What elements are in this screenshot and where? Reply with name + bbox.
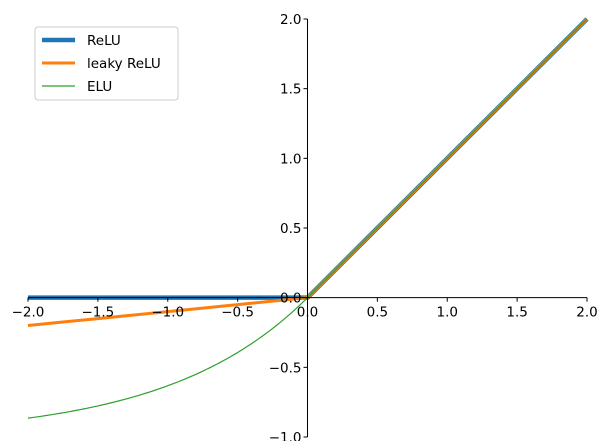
legend-label: ELU <box>87 79 112 95</box>
legend-box <box>34 26 179 101</box>
y-tick-label: 1.0 <box>280 151 301 167</box>
axis-ticks: −2.0 −1.5 −1.0 −0.5 0.0 0.5 1.0 1.5 2.0 −1.0 −0.5 0… <box>12 12 598 441</box>
x-tick-label: 2.0 <box>576 305 597 321</box>
y-tick-label: 2.0 <box>280 12 301 28</box>
x-tick-label: 1.0 <box>437 305 458 321</box>
x-tick-label: 0.0 <box>297 305 318 321</box>
legend: ReLU leaky ReLU ELU <box>34 26 179 101</box>
x-tick-label: 0.5 <box>367 305 388 321</box>
x-tick-label: −0.5 <box>221 305 254 321</box>
y-tick-label: 0.0 <box>280 291 301 307</box>
y-tick-label: −1.0 <box>269 430 302 441</box>
y-tick-label: 0.5 <box>280 221 301 237</box>
legend-label: ReLU <box>87 33 121 49</box>
x-tick-label: −1.5 <box>81 305 114 321</box>
y-tick-label: −0.5 <box>269 360 302 376</box>
legend-label: leaky ReLU <box>87 56 161 72</box>
x-tick-label: 1.5 <box>506 305 527 321</box>
y-tick-label: 1.5 <box>280 82 301 98</box>
x-tick-label: −1.0 <box>151 305 184 321</box>
x-tick-label: −2.0 <box>12 305 45 321</box>
